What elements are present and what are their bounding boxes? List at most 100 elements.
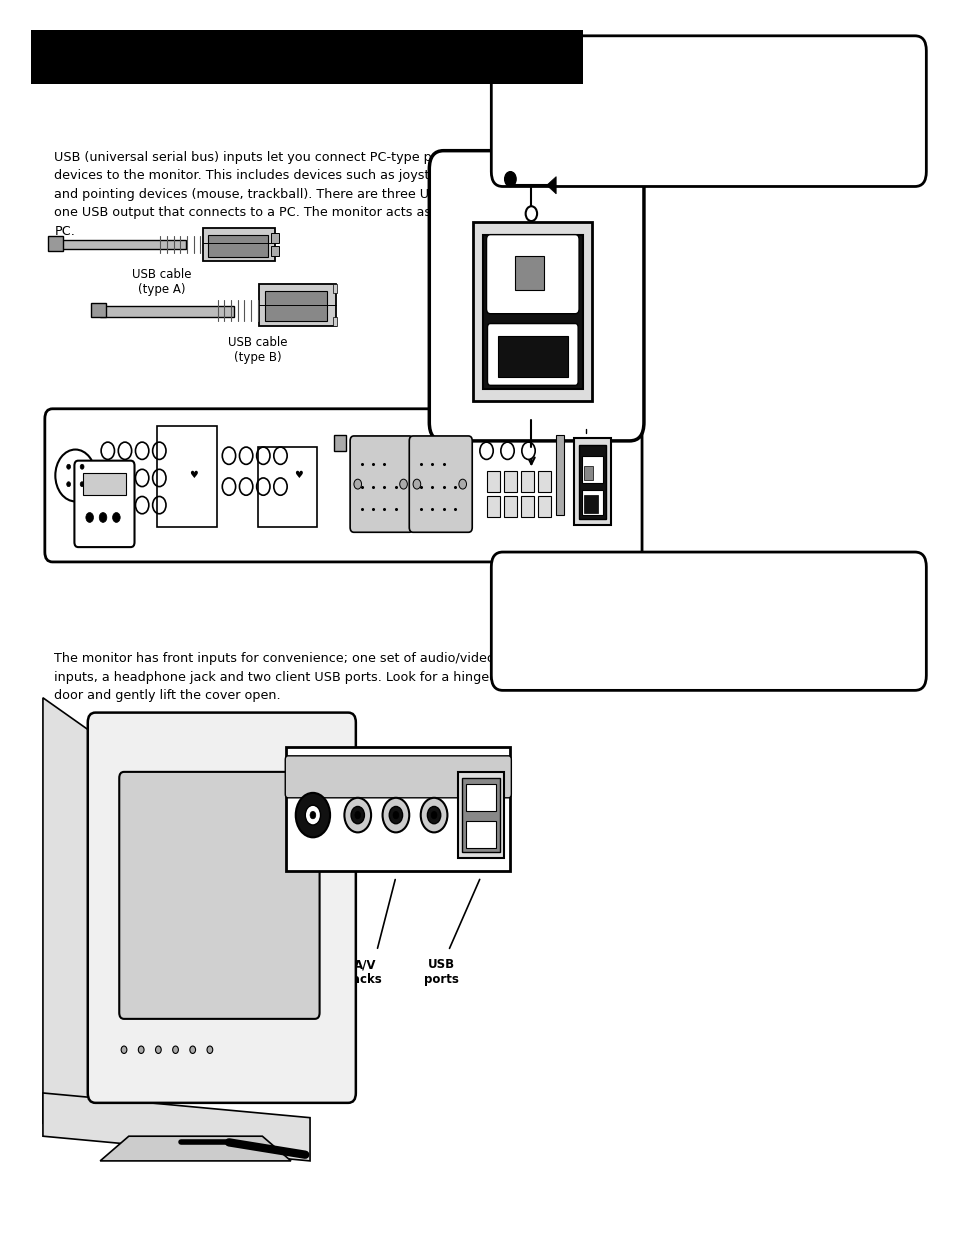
Circle shape bbox=[239, 478, 253, 495]
FancyBboxPatch shape bbox=[285, 756, 511, 798]
Text: NOTE: NOTE bbox=[523, 65, 570, 80]
Bar bbox=[203, 228, 274, 261]
Circle shape bbox=[431, 811, 436, 819]
Circle shape bbox=[222, 478, 235, 495]
Circle shape bbox=[138, 1046, 144, 1053]
Bar bbox=[583, 495, 598, 513]
Circle shape bbox=[67, 464, 71, 469]
FancyBboxPatch shape bbox=[286, 747, 510, 871]
Bar bbox=[556, 435, 563, 515]
Circle shape bbox=[135, 469, 149, 487]
Circle shape bbox=[80, 464, 84, 469]
Bar bbox=[583, 466, 593, 480]
Bar bbox=[334, 435, 346, 451]
FancyBboxPatch shape bbox=[74, 461, 134, 547]
Bar bbox=[503, 471, 517, 492]
Text: USB
ports: USB ports bbox=[424, 958, 458, 987]
Text: USB cable
(type B): USB cable (type B) bbox=[228, 336, 287, 364]
Bar bbox=[537, 471, 551, 492]
Circle shape bbox=[351, 806, 364, 824]
Circle shape bbox=[354, 479, 361, 489]
Text: The USB port will function even when the
monitor is in standby mode.: The USB port will function even when the… bbox=[523, 103, 822, 133]
Polygon shape bbox=[43, 1093, 310, 1161]
Circle shape bbox=[101, 496, 114, 514]
Bar bbox=[271, 233, 278, 243]
Circle shape bbox=[118, 442, 132, 459]
Text: When you plug in headphones, the
monitor’s speakers are turned off.: When you plug in headphones, the monitor… bbox=[523, 619, 775, 650]
Bar bbox=[333, 284, 336, 293]
Circle shape bbox=[274, 447, 287, 464]
Bar bbox=[520, 496, 534, 517]
Circle shape bbox=[99, 513, 107, 522]
Circle shape bbox=[80, 482, 84, 487]
Circle shape bbox=[382, 798, 409, 832]
FancyBboxPatch shape bbox=[119, 772, 319, 1019]
Bar bbox=[578, 445, 605, 519]
Polygon shape bbox=[100, 306, 233, 316]
Circle shape bbox=[135, 496, 149, 514]
Circle shape bbox=[67, 482, 71, 487]
Circle shape bbox=[525, 206, 537, 221]
Text: NOTE: NOTE bbox=[523, 582, 570, 597]
Bar bbox=[581, 490, 602, 515]
Circle shape bbox=[310, 811, 315, 819]
Circle shape bbox=[190, 1046, 195, 1053]
FancyBboxPatch shape bbox=[487, 324, 578, 385]
Bar bbox=[515, 256, 543, 290]
FancyBboxPatch shape bbox=[429, 151, 643, 441]
Circle shape bbox=[413, 479, 420, 489]
Bar bbox=[257, 447, 316, 527]
Circle shape bbox=[207, 1046, 213, 1053]
Bar bbox=[271, 246, 278, 256]
FancyBboxPatch shape bbox=[409, 436, 472, 532]
Bar bbox=[574, 438, 610, 525]
Bar bbox=[465, 784, 496, 811]
Circle shape bbox=[112, 513, 120, 522]
Bar bbox=[465, 821, 496, 848]
Bar bbox=[482, 235, 582, 389]
Circle shape bbox=[152, 469, 166, 487]
Circle shape bbox=[274, 478, 287, 495]
Text: ♥: ♥ bbox=[189, 471, 198, 480]
Bar bbox=[457, 772, 503, 858]
Circle shape bbox=[295, 793, 330, 837]
Bar bbox=[157, 426, 216, 527]
Circle shape bbox=[389, 806, 402, 824]
Bar bbox=[48, 236, 63, 251]
Circle shape bbox=[135, 442, 149, 459]
Circle shape bbox=[344, 798, 371, 832]
Circle shape bbox=[101, 469, 114, 487]
Circle shape bbox=[479, 442, 493, 459]
FancyBboxPatch shape bbox=[45, 409, 641, 562]
Bar bbox=[581, 456, 602, 483]
Circle shape bbox=[239, 447, 253, 464]
Circle shape bbox=[118, 469, 132, 487]
Text: A/V
jacks: A/V jacks bbox=[348, 958, 382, 987]
Bar bbox=[537, 496, 551, 517]
Circle shape bbox=[399, 479, 407, 489]
Text: Headphone
jack: Headphone jack bbox=[224, 958, 300, 987]
Text: ♥: ♥ bbox=[294, 471, 303, 480]
Circle shape bbox=[101, 442, 114, 459]
Circle shape bbox=[504, 172, 516, 186]
Circle shape bbox=[121, 1046, 127, 1053]
Bar bbox=[473, 222, 592, 401]
Circle shape bbox=[152, 442, 166, 459]
Circle shape bbox=[256, 447, 270, 464]
Bar bbox=[208, 235, 268, 257]
Polygon shape bbox=[546, 177, 556, 194]
Circle shape bbox=[172, 1046, 178, 1053]
Circle shape bbox=[86, 513, 93, 522]
Circle shape bbox=[305, 805, 320, 825]
Circle shape bbox=[521, 442, 535, 459]
Bar bbox=[333, 317, 336, 326]
Bar bbox=[31, 30, 582, 84]
Text: The monitor has front inputs for convenience; one set of audio/video
inputs, a h: The monitor has front inputs for conveni… bbox=[54, 652, 497, 701]
Bar bbox=[497, 336, 567, 377]
Bar bbox=[486, 471, 499, 492]
Circle shape bbox=[118, 496, 132, 514]
Polygon shape bbox=[100, 1136, 291, 1161]
Bar bbox=[91, 303, 106, 317]
Bar bbox=[259, 284, 335, 326]
Circle shape bbox=[222, 447, 235, 464]
